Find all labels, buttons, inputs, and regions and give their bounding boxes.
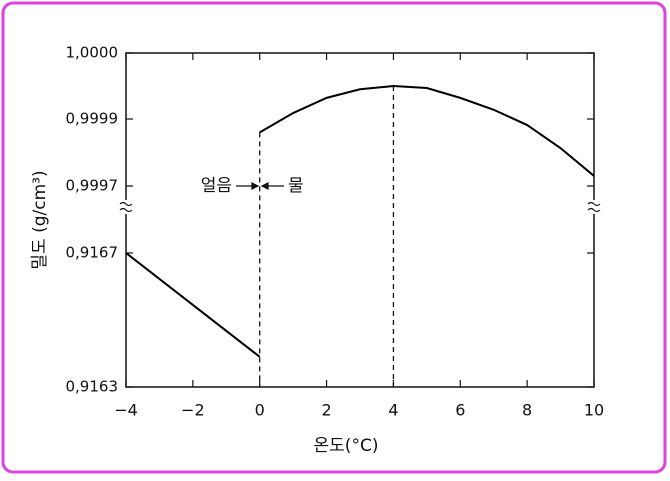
axis-break bbox=[119, 200, 601, 214]
annotation-arrows bbox=[236, 182, 284, 190]
annotation: 물 bbox=[288, 176, 304, 196]
y-tick-label: 1,0000 bbox=[66, 44, 119, 62]
x-tick-label: 8 bbox=[522, 401, 532, 420]
frame bbox=[1, 1, 667, 474]
y-tick-label: 0,9997 bbox=[66, 177, 119, 195]
x-tick-label: −4 bbox=[114, 401, 138, 420]
y-tick-label: 0,9163 bbox=[66, 378, 119, 396]
y-axis-title: 밀도 (g/cm³) bbox=[30, 170, 50, 269]
data-line bbox=[259, 84, 595, 177]
x-axis-title: 온도(°C) bbox=[314, 436, 379, 456]
annotation: 얼음 bbox=[201, 176, 232, 196]
x-tick-label: 10 bbox=[584, 401, 604, 420]
x-tick-label: 2 bbox=[321, 401, 331, 420]
x-tick-label: 0 bbox=[255, 401, 265, 420]
data-line bbox=[125, 252, 261, 358]
x-tick-label: −2 bbox=[181, 401, 205, 420]
plot-area bbox=[125, 52, 595, 388]
y-tick-label: 0,9999 bbox=[66, 110, 119, 128]
x-tick-label: 6 bbox=[455, 401, 465, 420]
x-tick-label: 4 bbox=[388, 401, 398, 420]
y-tick-label: 0,9167 bbox=[66, 244, 119, 262]
